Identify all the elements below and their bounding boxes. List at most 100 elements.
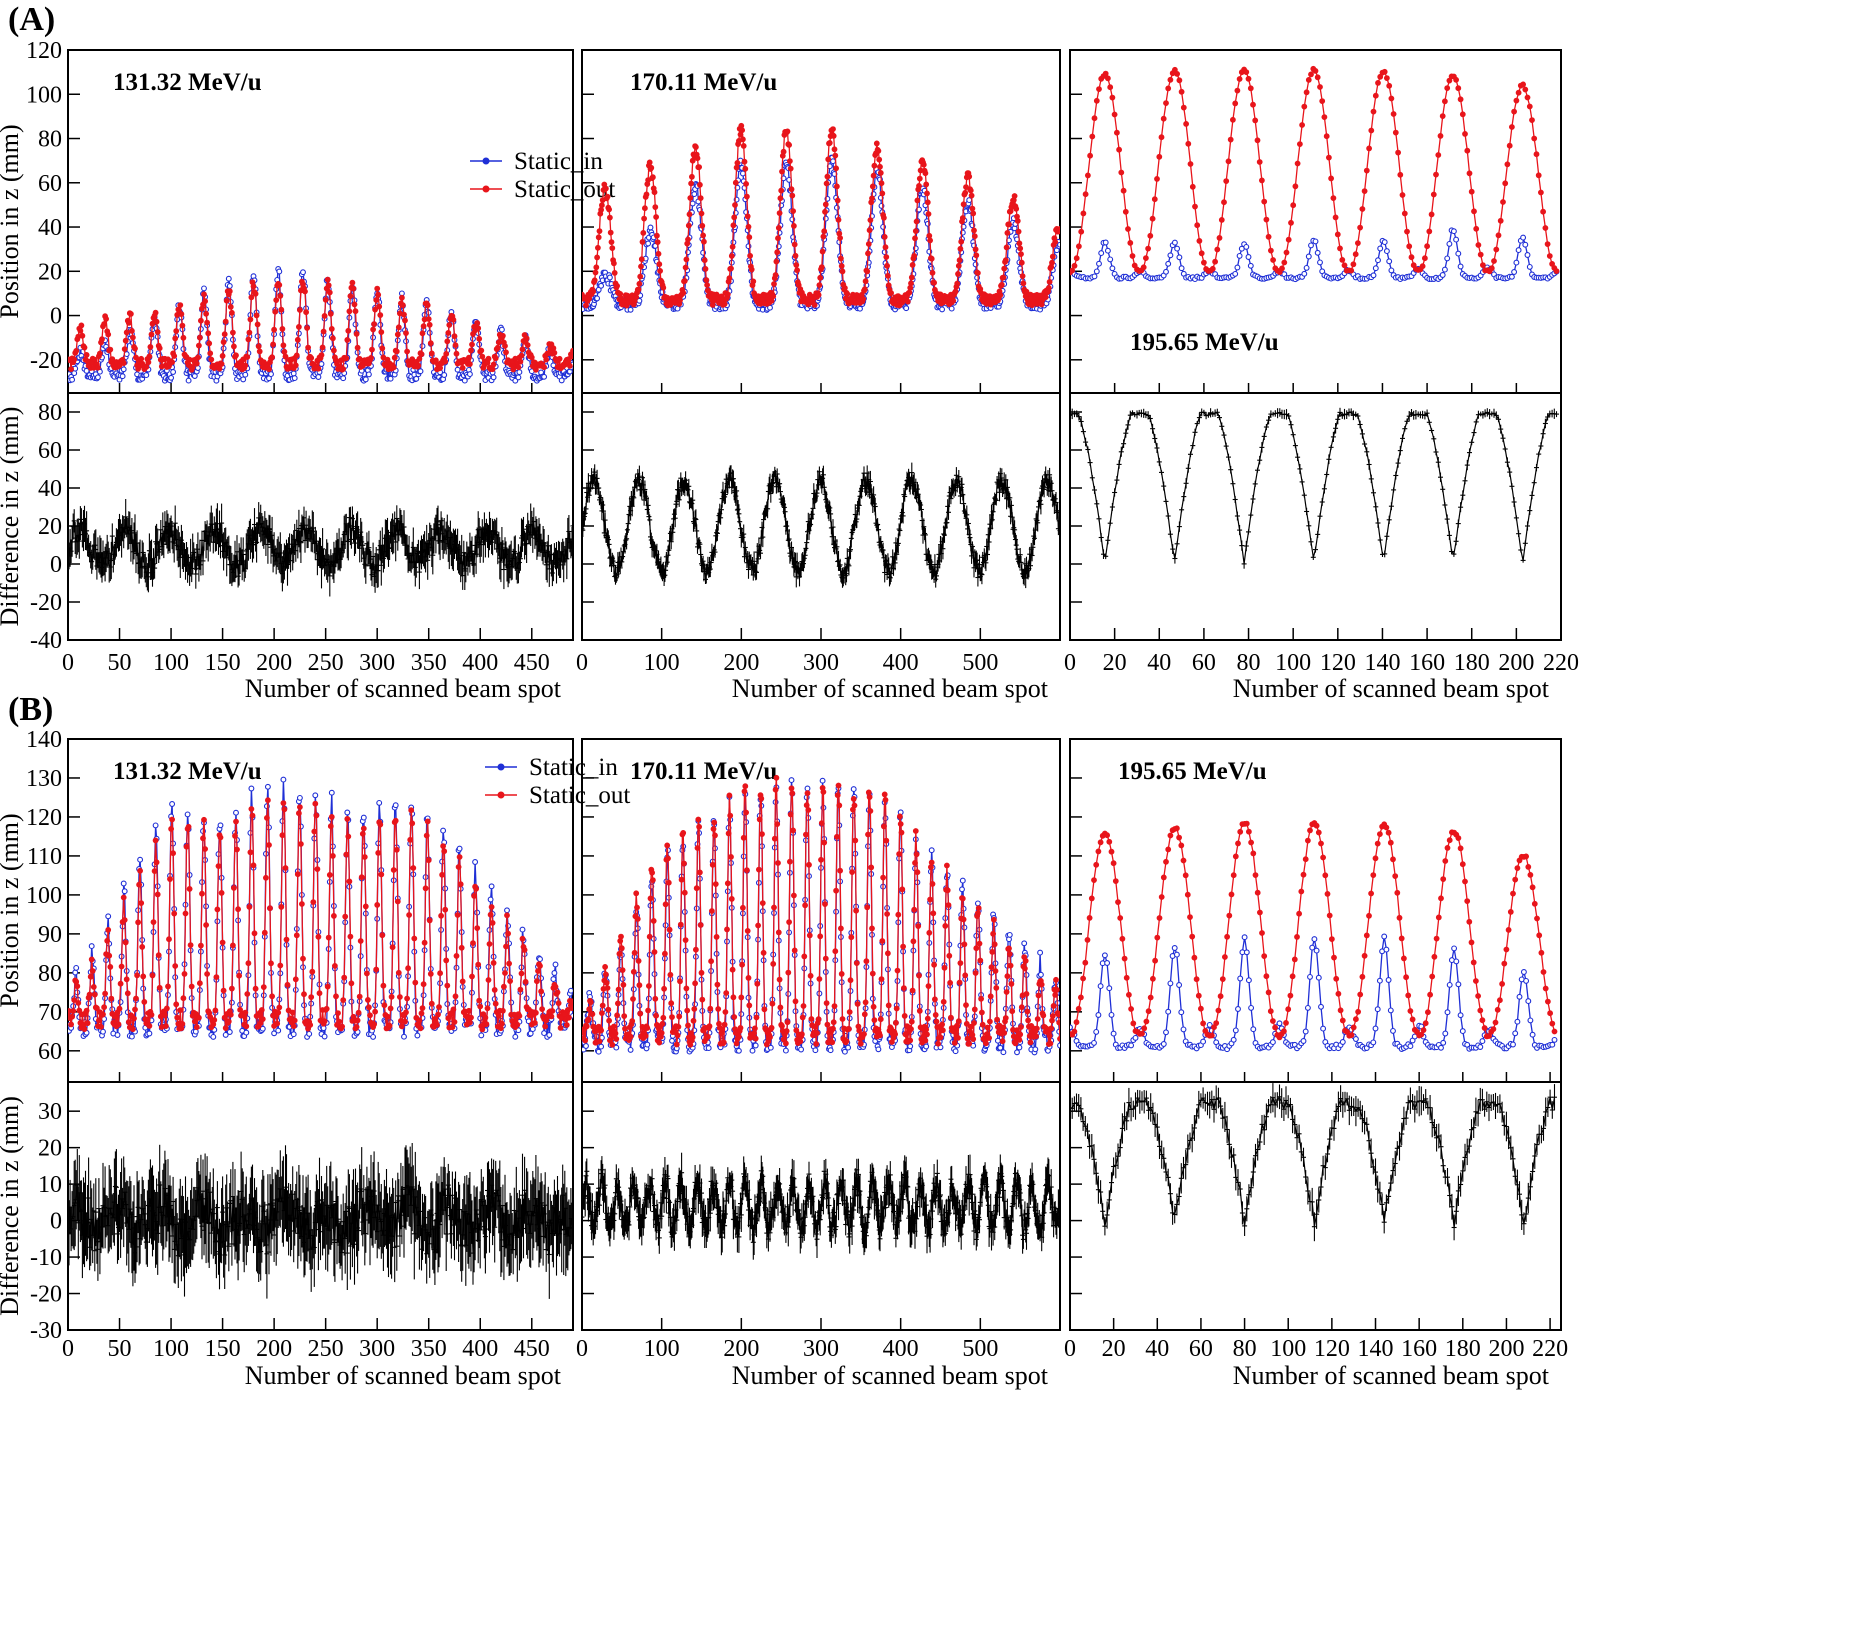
- static-out-point: [1533, 151, 1540, 158]
- static-out-point: [219, 352, 226, 359]
- static-out-point: [968, 192, 975, 199]
- static-in-point: [290, 370, 297, 377]
- static-out-point: [1453, 76, 1459, 83]
- static-out-point: [1016, 240, 1023, 247]
- static-out-point: [881, 214, 887, 221]
- static-out-point: [369, 346, 375, 353]
- static-out-point: [871, 162, 878, 169]
- static-out-point: [1500, 199, 1506, 205]
- static-out-point: [105, 331, 112, 338]
- static-out-point: [822, 201, 829, 208]
- static-out-point: [120, 360, 127, 366]
- static-out-point: [1232, 100, 1239, 107]
- static-out-point: [273, 297, 280, 303]
- static-out-point: [732, 179, 739, 186]
- static-out-point: [950, 297, 957, 304]
- static-out-point: [839, 268, 846, 275]
- static-out-point: [1531, 135, 1538, 142]
- static-in-point: [1174, 245, 1181, 252]
- static-out-point: [1149, 215, 1156, 222]
- static-in-point: [1236, 252, 1243, 259]
- static-out-point: [1283, 249, 1290, 256]
- static-out-point: [172, 335, 179, 342]
- static-in-point: [461, 377, 468, 384]
- static-out-point: [681, 277, 688, 284]
- static-out-point: [171, 353, 178, 359]
- static-out-point: [646, 159, 653, 166]
- static-out-point: [1524, 94, 1531, 101]
- static-out-point: [1014, 217, 1021, 224]
- static-out-point: [958, 238, 965, 245]
- x-tick-label: 100: [644, 650, 680, 676]
- static-out-point: [1018, 251, 1024, 257]
- static-out-point: [345, 327, 352, 334]
- static-out-point: [741, 158, 748, 165]
- static-in-point: [966, 197, 973, 204]
- static-out-point: [654, 239, 661, 245]
- static-out-point: [1468, 188, 1475, 195]
- static-out-point: [869, 183, 876, 190]
- static-out-point: [1475, 242, 1482, 248]
- static-out-point: [1091, 115, 1098, 122]
- static-out-point: [490, 361, 497, 368]
- static-out-point: [1174, 71, 1180, 77]
- x-tick-label: 100: [1275, 650, 1311, 676]
- static-out-point: [1406, 243, 1413, 250]
- static-out-point: [733, 164, 740, 171]
- static-out-point: [444, 338, 451, 345]
- static-out-point: [567, 362, 573, 369]
- static-in-point: [1104, 247, 1111, 254]
- static-out-point: [515, 364, 522, 371]
- static-out-point: [697, 195, 704, 201]
- static-out-point: [201, 291, 207, 298]
- series-static-in: [1070, 227, 1560, 283]
- static-out-point: [744, 193, 750, 200]
- energy-label: 195.65 MeV/u: [1130, 329, 1279, 356]
- static-out-point: [701, 257, 708, 264]
- static-out-point: [1093, 97, 1100, 104]
- static-out-point: [694, 155, 701, 162]
- static-out-point: [1444, 85, 1451, 91]
- static-out-point: [1245, 75, 1252, 82]
- static-in-point: [1303, 264, 1310, 271]
- static-out-point: [1045, 284, 1052, 291]
- static-out-point: [830, 132, 837, 139]
- static-out-point: [966, 173, 973, 180]
- static-out-point: [1477, 251, 1484, 258]
- static-out-point: [1259, 177, 1265, 184]
- static-out-point: [1471, 208, 1477, 215]
- static-out-point: [518, 352, 525, 359]
- static-out-point: [844, 291, 851, 297]
- static-out-point: [475, 325, 482, 332]
- static-out-point: [637, 273, 644, 280]
- static-out-point: [340, 366, 347, 372]
- x-tick-label: 150: [205, 650, 241, 676]
- static-out-point: [1317, 84, 1323, 90]
- static-out-point: [923, 181, 930, 188]
- y-tick-label: -20: [30, 590, 62, 616]
- static-out-point: [252, 290, 259, 297]
- static-out-point: [957, 245, 964, 252]
- static-out-point: [912, 228, 919, 234]
- static-in-point: [606, 274, 613, 281]
- static-out-point: [906, 289, 913, 296]
- static-out-point: [293, 352, 300, 359]
- y-tick-label: 40: [38, 215, 62, 241]
- static-out-point: [865, 250, 871, 257]
- static-out-point: [425, 316, 432, 322]
- static-in-point: [1520, 234, 1527, 241]
- static-in-point: [1245, 254, 1252, 260]
- energy-label: 131.32 MeV/u: [113, 69, 262, 96]
- static-out-point: [319, 344, 326, 351]
- static-in-point: [1377, 245, 1384, 252]
- static-out-point: [569, 353, 573, 360]
- static-out-point: [1076, 243, 1082, 250]
- static-out-point: [1281, 259, 1288, 266]
- static-out-point: [970, 210, 977, 217]
- x-tick-label: 60: [1192, 650, 1216, 676]
- static-out-point: [395, 324, 402, 331]
- panel-A: (A) Position in z (mm) Difference in z (mm…: [0, 1, 1579, 703]
- static-in-point: [1098, 250, 1105, 257]
- static-out-point: [685, 222, 692, 229]
